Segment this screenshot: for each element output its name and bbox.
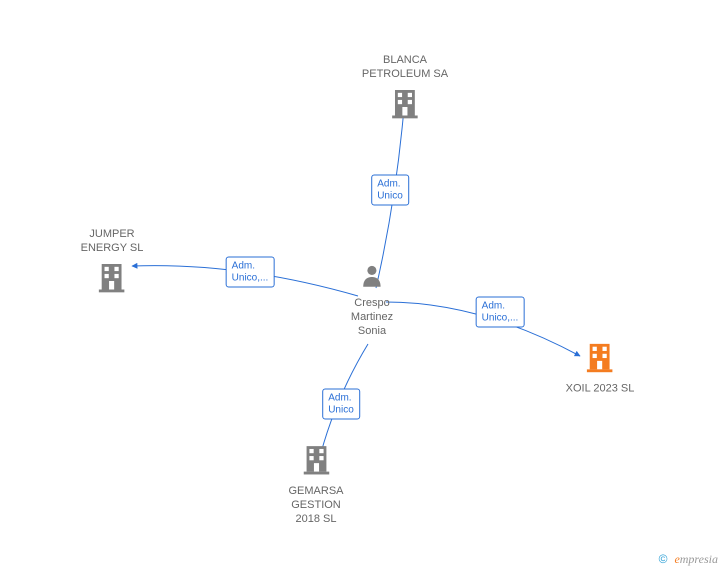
edge-label: Adm. Unico bbox=[371, 175, 409, 206]
edge-label: Adm. Unico bbox=[322, 389, 360, 420]
edge-label: Adm. Unico,... bbox=[226, 257, 275, 288]
edge-label: Adm. Unico,... bbox=[476, 297, 525, 328]
watermark: © empresia bbox=[659, 552, 718, 567]
node-label: JUMPER ENERGY SL bbox=[81, 228, 144, 256]
node-label: BLANCA PETROLEUM SA bbox=[362, 54, 448, 82]
copyright-symbol: © bbox=[659, 552, 668, 566]
node-left[interactable]: JUMPER ENERGY SL bbox=[81, 226, 144, 299]
building-icon bbox=[95, 259, 129, 293]
network-diagram: Crespo Martinez Sonia BLANCA PETROLEUM SA… bbox=[0, 0, 728, 575]
node-top[interactable]: BLANCA PETROLEUM SA bbox=[362, 52, 448, 125]
building-icon bbox=[583, 340, 617, 374]
node-bottom[interactable]: GEMARSA GESTION 2018 SL bbox=[288, 442, 343, 526]
node-center[interactable]: Crespo Martinez Sonia bbox=[351, 262, 393, 338]
brand-rest: mpresia bbox=[680, 552, 718, 566]
building-icon bbox=[388, 85, 422, 119]
node-label: XOIL 2023 SL bbox=[566, 383, 635, 397]
node-label: GEMARSA GESTION 2018 SL bbox=[288, 485, 343, 526]
building-icon bbox=[299, 442, 333, 476]
person-icon bbox=[359, 262, 385, 290]
node-label: Crespo Martinez Sonia bbox=[351, 297, 393, 338]
node-right[interactable]: XOIL 2023 SL bbox=[566, 340, 635, 397]
